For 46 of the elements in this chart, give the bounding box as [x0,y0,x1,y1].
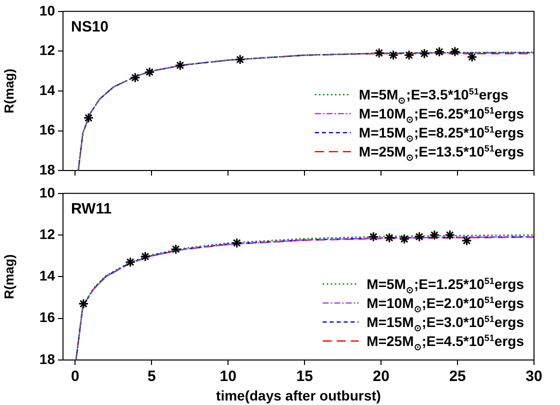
point [78,298,89,310]
point [234,54,246,65]
x-axis-title: time(days after outburst) [216,387,381,404]
point [130,72,140,83]
point [404,50,414,60]
y-axis-title: R(mag) [1,254,16,300]
y-axis-title: R(mag) [1,68,16,114]
y-tick-label: 12 [39,226,56,242]
point [450,46,460,57]
y-tick-label: 14 [39,82,56,98]
point [232,238,242,248]
point [444,230,456,240]
y-tick-label: 10 [39,2,56,18]
y-tick-label: 16 [39,309,56,326]
point [419,48,430,59]
point [140,251,151,262]
text: NS10 [71,18,109,36]
x-tick-label: 10 [220,368,236,386]
point [368,231,379,242]
x-tick-label: 0 [71,368,80,386]
y-tick-label: 16 [39,122,56,138]
x-tick-label: 20 [372,368,390,386]
x-tick-label: 25 [449,368,466,386]
point [434,46,445,58]
y-tick-label: 10 [39,184,56,200]
point [399,234,410,244]
x-tick-label: 15 [296,368,313,386]
point [125,256,136,268]
y-tick-label: 12 [39,42,56,58]
point [429,230,440,240]
point [170,244,182,254]
point [174,60,186,71]
point [144,66,155,78]
point [83,112,94,124]
x-tick-label: 30 [526,368,542,386]
point [414,231,425,242]
text: RW11 [71,200,112,218]
point [466,52,478,62]
y-tick-label: 14 [39,268,56,284]
y-tick-label: 18 [39,350,56,367]
x-tick-label: 5 [148,368,156,386]
point [388,50,399,60]
point [374,48,384,58]
point [461,235,472,246]
point [384,232,395,244]
y-tick-label: 18 [39,161,56,178]
